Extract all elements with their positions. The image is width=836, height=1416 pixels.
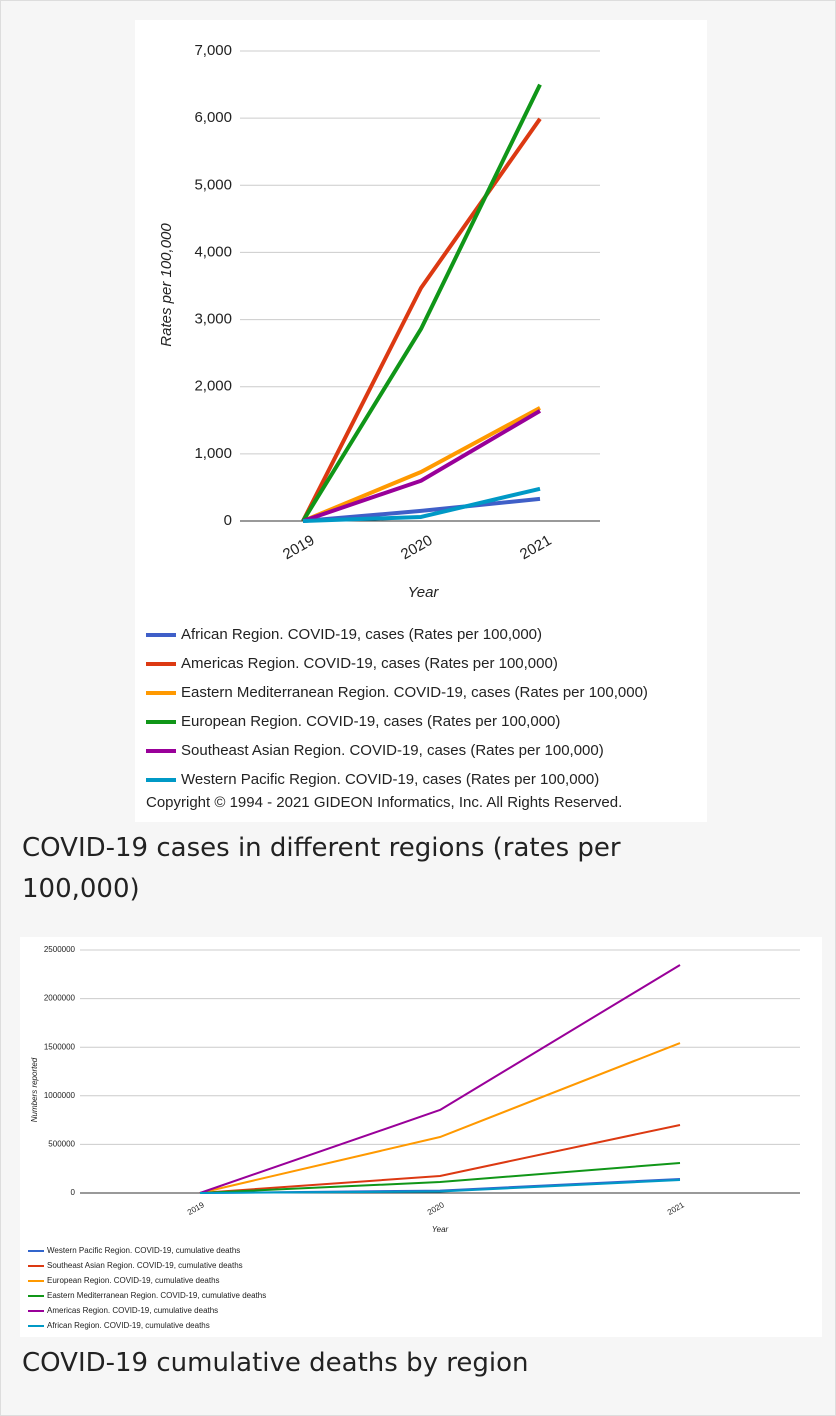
y-tick-label: 0 xyxy=(71,1188,76,1197)
series-line xyxy=(199,1161,681,1194)
legend-label: European Region. COVID-19, cases (Rates … xyxy=(181,713,560,730)
x-tick-label: 2019 xyxy=(186,1200,206,1217)
legend-label: Western Pacific Region. COVID-19, cases … xyxy=(181,771,599,788)
y-tick-label: 5,000 xyxy=(194,176,232,193)
legend-label: Southeast Asian Region. COVID-19, cases … xyxy=(181,742,604,759)
y-tick-label: 7,000 xyxy=(194,42,232,59)
y-tick-label: 500000 xyxy=(48,1140,75,1149)
x-tick-label: 2019 xyxy=(280,532,317,563)
x-axis-title: Year xyxy=(408,584,440,601)
legend-label: African Region. COVID-19, cases (Rates p… xyxy=(181,626,542,643)
series-line xyxy=(301,83,542,523)
y-tick-label: 3,000 xyxy=(194,311,232,328)
series-line xyxy=(302,486,541,523)
x-axis-title: Year xyxy=(432,1225,449,1234)
legend-label: Americas Region. COVID-19, cases (Rates … xyxy=(181,655,558,672)
legend-label: Eastern Mediterranean Region. COVID-19, … xyxy=(181,684,648,701)
legend-label: European Region. COVID-19, cumulative de… xyxy=(47,1276,220,1285)
y-tick-label: 0 xyxy=(224,512,232,529)
x-tick-label: 2020 xyxy=(398,532,435,563)
footer: Copyright © 1994 - 2021 GIDEON Informati… xyxy=(146,794,622,811)
y-tick-label: 2000000 xyxy=(44,994,76,1003)
y-axis-title: Rates per 100,000 xyxy=(158,223,175,347)
x-tick-label: 2020 xyxy=(426,1200,446,1217)
series-line xyxy=(302,496,541,523)
y-tick-label: 4,000 xyxy=(194,243,232,260)
legend-label: Southeast Asian Region. COVID-19, cumula… xyxy=(47,1261,243,1270)
caption: COVID-19 cases in different regions (rat… xyxy=(22,833,621,904)
series-line xyxy=(199,1042,681,1194)
y-tick-label: 1500000 xyxy=(44,1042,76,1051)
series-line xyxy=(302,409,542,523)
y-tick-label: 1,000 xyxy=(194,445,232,462)
legend-label: Americas Region. COVID-19, cumulative de… xyxy=(47,1306,218,1315)
series-line xyxy=(301,117,542,522)
y-tick-label: 2,000 xyxy=(194,378,232,395)
y-tick-label: 1000000 xyxy=(44,1091,76,1100)
legend-label: African Region. COVID-19, cumulative dea… xyxy=(47,1321,210,1330)
legend-label: Western Pacific Region. COVID-19, cumula… xyxy=(47,1246,240,1255)
series-line xyxy=(302,406,541,523)
chart: 0 1,000 2,000 3,000 4,000 5,000 6,000 7,000 2019… xyxy=(135,20,707,822)
legend-label: Eastern Mediterranean Region. COVID-19, … xyxy=(47,1291,266,1300)
y-tick-label: 6,000 xyxy=(194,109,232,126)
series-line xyxy=(199,1123,681,1194)
chart: 0 500000 1000000 1500000 2000000 2500000 2019 2… xyxy=(20,937,822,1337)
series-line xyxy=(199,1178,681,1194)
caption: COVID-19 cumulative deaths by region xyxy=(22,1348,529,1378)
x-tick-label: 2021 xyxy=(517,532,554,563)
series-line xyxy=(199,964,681,1194)
x-tick-label: 2021 xyxy=(666,1200,686,1217)
y-axis-title: Numbers reported xyxy=(30,1057,39,1122)
y-tick-label: 2500000 xyxy=(44,945,76,954)
